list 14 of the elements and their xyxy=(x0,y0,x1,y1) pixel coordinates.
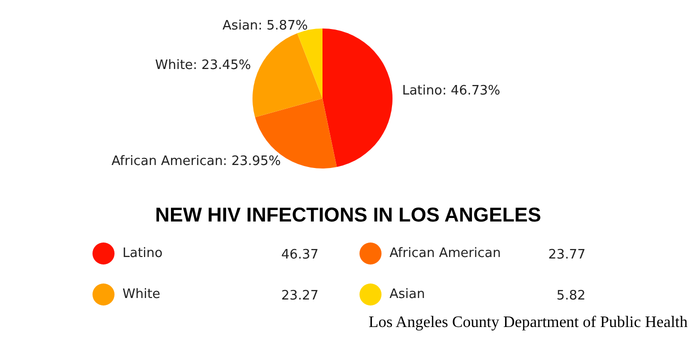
data-label: African American: 23.95% xyxy=(112,154,281,170)
text: NEW HIV INFECTIONS IN LOS ANGELES xyxy=(155,204,542,226)
data-label: Asian: 5.87% xyxy=(222,18,308,34)
text: Los Angeles County Department of Public Health xyxy=(368,314,688,331)
legend-label: Latino xyxy=(122,246,163,261)
text: 46.37 xyxy=(281,248,318,262)
legend-label: African American xyxy=(390,246,501,261)
data-label: White: 23.45% xyxy=(155,58,252,73)
text: 5.82 xyxy=(556,288,586,304)
text: 23.77 xyxy=(548,248,586,262)
legend-label: White xyxy=(122,287,160,302)
text: 23.27 xyxy=(281,288,318,304)
legend-label: Asian xyxy=(390,287,425,302)
data-label: Latino: 46.73% xyxy=(402,83,500,98)
